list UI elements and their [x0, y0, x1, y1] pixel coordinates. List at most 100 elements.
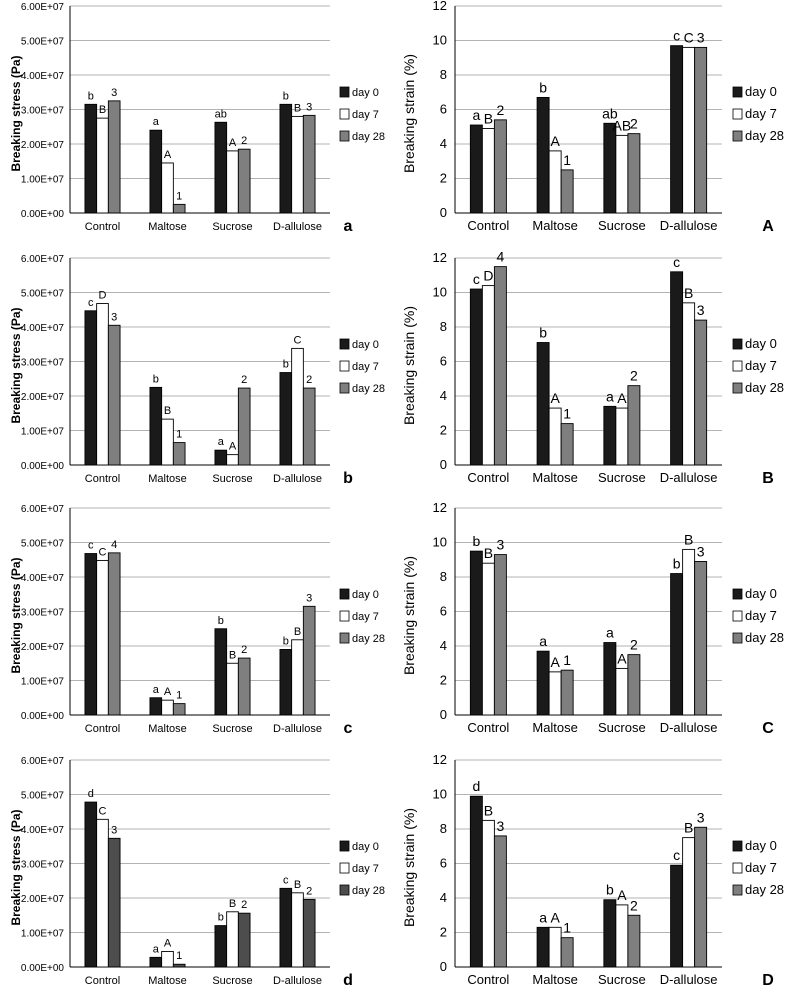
y-tick-label: 4.00E+07	[21, 71, 65, 82]
significance-letter: a	[153, 116, 160, 128]
bar-day-28	[694, 46, 708, 214]
significance-letter: 3	[697, 809, 705, 825]
significance-letter: b	[673, 556, 681, 572]
bar-day-7	[96, 559, 109, 716]
bar-day-28	[107, 324, 121, 466]
bar-day-28	[694, 826, 708, 968]
significance-letter: b	[218, 615, 224, 627]
significance-letter: b	[88, 90, 94, 102]
legend-swatch	[339, 862, 350, 874]
y-tick-label: 2.00E+07	[21, 140, 65, 151]
bar-day-7	[291, 639, 304, 716]
legend-swatch	[339, 108, 350, 120]
y-tick-label: 6	[440, 604, 447, 619]
x-tick-label: Sucrose	[598, 470, 646, 485]
bar-day-28	[302, 605, 316, 716]
significance-letter: 2	[241, 644, 247, 656]
significance-letter: 1	[563, 406, 571, 422]
legend-swatch	[732, 86, 743, 98]
bar-day-7	[226, 454, 239, 466]
panel-label: a	[344, 218, 353, 235]
y-tick-label: 0	[440, 457, 447, 472]
bar-day-28	[493, 119, 507, 214]
significance-letter: B	[164, 405, 171, 417]
bar-day-0	[469, 288, 483, 466]
bar-day-0	[536, 650, 550, 716]
bar-day-0	[149, 697, 163, 716]
y-tick-label: 8	[440, 67, 447, 82]
significance-letter: A	[164, 686, 172, 698]
significance-letter: a	[606, 625, 614, 641]
legend-label: day 7	[352, 611, 379, 623]
y-tick-label: 6	[440, 856, 447, 871]
legend-swatch	[732, 108, 743, 120]
bar-day-7	[682, 46, 696, 214]
x-tick-label: Sucrose	[212, 221, 252, 233]
significance-letter: 4	[496, 249, 504, 265]
y-axis-label: Breaking strain (%)	[401, 306, 417, 425]
y-tick-label: 0.00E+00	[21, 963, 65, 974]
significance-letter: B	[684, 531, 693, 547]
x-tick-label: Maltose	[532, 720, 578, 735]
y-tick-label: 2	[440, 925, 447, 940]
significance-letter: a	[539, 633, 547, 649]
bar-day-0	[603, 642, 617, 716]
bar-day-28	[107, 837, 121, 968]
legend-label: day 0	[745, 838, 777, 853]
bar-day-0	[214, 121, 228, 214]
significance-letter: C	[294, 334, 302, 346]
significance-letter: 2	[496, 102, 504, 118]
x-tick-label: Control	[85, 221, 120, 233]
significance-letter: b	[472, 533, 480, 549]
legend-label: day 28	[352, 383, 385, 395]
bar-day-28	[560, 669, 574, 716]
bar-day-28	[627, 385, 641, 466]
x-tick-label: Maltose	[148, 221, 187, 233]
y-axis-label: Breaking stress (Pa)	[9, 307, 23, 423]
significance-letter: 1	[563, 152, 571, 168]
bar-day-7	[96, 818, 109, 968]
y-tick-label: 4	[440, 890, 447, 905]
bar-day-0	[149, 386, 163, 466]
y-tick-label: 4.00E+07	[21, 323, 65, 334]
significance-letter: a	[153, 684, 160, 696]
y-tick-label: 0	[440, 959, 447, 974]
panel-label: d	[343, 972, 353, 989]
x-tick-label: Control	[85, 975, 120, 987]
panel-label: D	[762, 972, 774, 989]
bar-day-7	[615, 904, 629, 968]
bar-day-7	[548, 150, 562, 214]
y-tick-label: 6.00E+07	[21, 254, 65, 265]
x-tick-label: Maltose	[148, 723, 187, 735]
significance-letter: 3	[697, 543, 705, 559]
bar-day-0	[149, 956, 163, 968]
y-tick-label: 12	[433, 250, 447, 265]
x-tick-label: Sucrose	[212, 975, 252, 987]
legend-label: day 0	[745, 586, 777, 601]
legend-swatch	[339, 610, 350, 622]
legend-label: day 28	[745, 630, 784, 645]
chart-panel-c: 0.00E+00 1.00E+07 2.00E+07 3.00E+07 4.00E+07…	[9, 504, 385, 737]
significance-letter: 3	[496, 537, 504, 553]
bar-day-0	[670, 864, 684, 968]
bar-day-28	[493, 835, 507, 968]
y-tick-label: 3.00E+07	[21, 358, 65, 369]
significance-letter: B	[484, 110, 493, 126]
significance-letter: B	[684, 820, 693, 836]
significance-letter: 2	[241, 899, 247, 911]
significance-letter: A	[550, 133, 560, 149]
panel-label: b	[343, 470, 353, 487]
legend-label: day 7	[745, 358, 777, 373]
legend-swatch	[732, 840, 743, 852]
significance-letter: d	[88, 788, 94, 800]
significance-letter: 2	[241, 374, 247, 386]
legend-swatch	[732, 382, 743, 394]
x-tick-label: Sucrose	[598, 972, 646, 987]
significance-letter: 2	[630, 368, 638, 384]
significance-letter: C	[99, 546, 107, 558]
legend-label: day 7	[745, 106, 777, 121]
panel-label: c	[344, 720, 353, 737]
significance-letter: A	[617, 390, 627, 406]
significance-letter: b	[539, 325, 547, 341]
significance-letter: b	[153, 373, 159, 385]
